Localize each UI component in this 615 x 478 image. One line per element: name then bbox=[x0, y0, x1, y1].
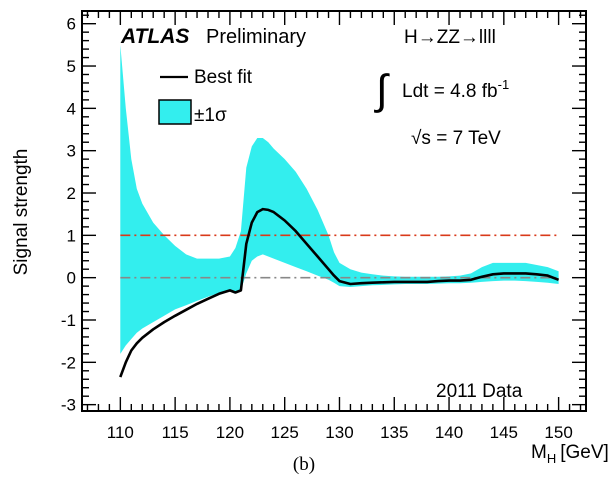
y-tick-label: 1 bbox=[67, 226, 76, 245]
axis-ticks bbox=[82, 11, 586, 411]
x-tick-label: 115 bbox=[162, 423, 189, 442]
x-tick-label: 145 bbox=[490, 423, 518, 442]
dataset-label: 2011 Data bbox=[436, 381, 523, 402]
one-sigma-band bbox=[120, 44, 559, 354]
x-tick-label: 125 bbox=[271, 423, 299, 442]
legend-band-swatch bbox=[158, 99, 192, 125]
energy-label: √s = 7 TeV bbox=[411, 128, 501, 149]
y-tick-label: -2 bbox=[61, 353, 76, 372]
y-tick-label: 6 bbox=[67, 15, 76, 34]
axis-tick-labels: 110 115 120 125 130 135 140 145 150 -3 -2 -1 0 1 2 3 4 5 6 bbox=[61, 15, 573, 442]
x-tick-label: 130 bbox=[325, 423, 353, 442]
plot-frame bbox=[81, 10, 587, 412]
x-axis-symbol: M bbox=[531, 442, 547, 463]
x-tick-label: 120 bbox=[216, 423, 244, 442]
y-tick-label: -3 bbox=[61, 396, 76, 415]
best-fit-line bbox=[119, 207, 560, 378]
luminosity-label: Ldt = 4.8 fb-1 bbox=[402, 77, 509, 102]
legend-best-fit-label: Best fit bbox=[194, 67, 253, 88]
x-tick-label: 140 bbox=[435, 423, 463, 442]
x-tick-label: 150 bbox=[544, 423, 572, 442]
experiment-label: ATLAS bbox=[120, 25, 189, 48]
y-tick-label: 2 bbox=[67, 184, 76, 203]
y-axis-label: Signal strength bbox=[11, 149, 32, 276]
plot-area bbox=[119, 44, 560, 378]
y-tick-label: 0 bbox=[67, 269, 76, 288]
luminosity-exponent: -1 bbox=[498, 77, 510, 92]
status-label: Preliminary bbox=[206, 26, 306, 48]
channel-label: H→ZZ→llll bbox=[404, 27, 496, 48]
legend-band-label: ±1σ bbox=[194, 105, 227, 126]
y-tick-label: 3 bbox=[67, 142, 76, 161]
x-axis-label: MH [GeV] bbox=[531, 442, 609, 466]
y-tick-label: 4 bbox=[67, 99, 76, 118]
y-tick-label: 5 bbox=[67, 57, 76, 76]
y-tick-label: -1 bbox=[61, 311, 76, 330]
legend: Best fit ±1σ bbox=[158, 67, 253, 126]
integral-sign: ∫ bbox=[374, 66, 390, 113]
panel-caption: (b) bbox=[293, 454, 315, 475]
luminosity-value: Ldt = 4.8 fb bbox=[402, 81, 498, 102]
x-tick-label: 135 bbox=[380, 423, 408, 442]
x-tick-label: 110 bbox=[107, 423, 134, 442]
x-axis-subscript: H bbox=[547, 451, 556, 466]
x-axis-unit: [GeV] bbox=[560, 442, 609, 463]
